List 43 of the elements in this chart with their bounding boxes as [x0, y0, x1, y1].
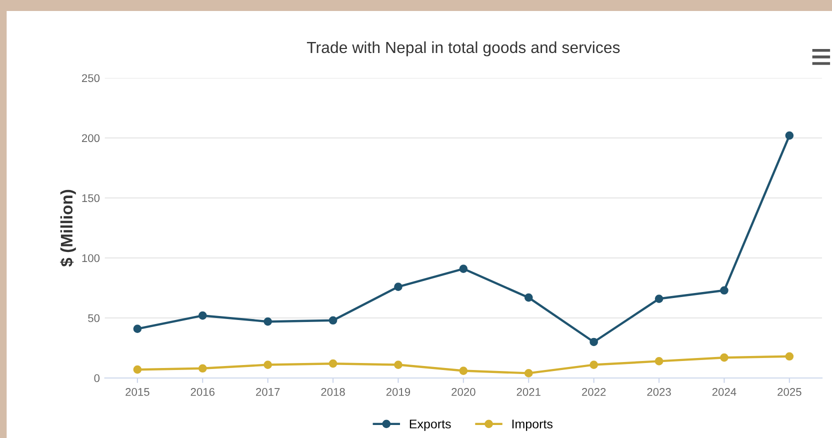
y-axis-title: $ (Million): [60, 190, 76, 267]
x-tick-label: 2021: [516, 388, 540, 396]
point: [654, 294, 664, 303]
point: [328, 316, 338, 325]
x-tick-label: 2015: [126, 388, 150, 396]
point: [785, 352, 794, 361]
point: [590, 360, 598, 369]
x-tick-label: 2022: [582, 388, 606, 396]
point: [264, 317, 272, 326]
point: [198, 364, 207, 373]
x-tick-label: 2016: [190, 388, 214, 396]
point: [394, 282, 402, 291]
point: [720, 286, 728, 295]
point: [720, 353, 728, 362]
x-tick-label: 2023: [647, 388, 671, 396]
point: [328, 359, 338, 368]
y-tick-label: 150: [82, 194, 100, 202]
y-tick-label: 100: [82, 254, 100, 262]
point: [198, 311, 207, 320]
x-tick-label: 2018: [321, 388, 345, 396]
x-tick-label: 2019: [386, 388, 410, 396]
x-tick-label: 2024: [712, 388, 736, 396]
point: [785, 131, 794, 140]
x-tick-label: 2020: [452, 388, 476, 396]
y-tick-label: 200: [82, 134, 100, 142]
point: [590, 338, 598, 346]
point: [133, 365, 142, 374]
chart-title: Trade with Nepal in total goods and services: [306, 41, 620, 56]
point: [133, 324, 142, 333]
point: [524, 293, 533, 302]
y-tick-label: 50: [88, 314, 100, 322]
legend-label: Imports: [512, 420, 552, 431]
point: [394, 360, 402, 369]
point: [459, 366, 468, 375]
x-tick-label: 2025: [778, 388, 802, 396]
y-tick-label: 0: [94, 374, 100, 382]
legend-label: Exports: [410, 420, 451, 431]
y-tick-label: 250: [82, 74, 100, 82]
point: [264, 360, 272, 369]
point: [654, 357, 664, 366]
x-tick-label: 2017: [256, 388, 280, 396]
point: [459, 264, 468, 273]
point: [524, 369, 533, 378]
